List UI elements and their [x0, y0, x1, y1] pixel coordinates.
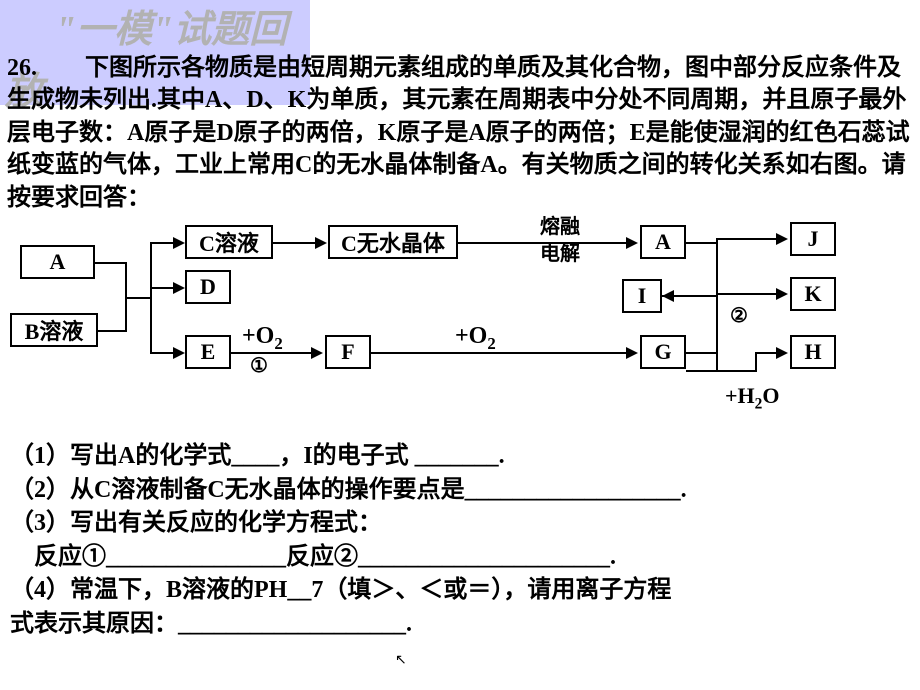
arrow — [173, 237, 185, 249]
label-O2-1: +O2 — [242, 323, 283, 354]
arrow — [626, 347, 638, 359]
box-A-left: A — [20, 245, 95, 279]
line — [273, 242, 317, 244]
label-H2O: +H2O — [725, 383, 779, 413]
line — [686, 242, 716, 244]
problem-text: 26. 下图所示各物质是由短周期元素组成的单质及其化合物，图中部分反应条件及生成… — [7, 52, 910, 214]
arrow — [315, 237, 327, 249]
line — [716, 238, 718, 296]
box-E: E — [185, 335, 231, 369]
line — [755, 352, 757, 372]
problem-number: 26. — [7, 55, 37, 81]
arrow — [776, 347, 788, 359]
box-F: F — [325, 335, 371, 369]
box-H: H — [790, 335, 836, 369]
arrow — [662, 290, 674, 302]
line — [150, 352, 175, 354]
box-D: D — [185, 270, 231, 304]
question-2: （2）从C溶液制备C无水晶体的操作要点是__________________. — [10, 474, 910, 508]
line — [716, 370, 756, 372]
question-1: （1）写出A的化学式____，I的电子式 _______. — [10, 440, 910, 474]
cursor-icon: ↖ — [395, 652, 407, 669]
box-A-right: A — [640, 225, 686, 259]
problem-body: 下图所示各物质是由短周期元素组成的单质及其化合物，图中部分反应条件及生成物未列出… — [7, 55, 910, 211]
reaction-diagram: A B溶液 C溶液 D E C无水晶体 F A I G J K H 熔融 电解 … — [10, 215, 910, 435]
circle-2: ② — [730, 303, 748, 328]
arrow — [776, 233, 788, 245]
arrow — [626, 237, 638, 249]
line — [716, 295, 718, 372]
box-K: K — [790, 277, 836, 311]
question-4b: 式表示其原因：___________________. — [10, 608, 910, 642]
line — [95, 262, 125, 264]
line — [150, 242, 152, 354]
header-title-1: "一模"试题回 — [55, 8, 287, 54]
line — [150, 287, 175, 289]
line — [371, 352, 628, 354]
question-3b: 反应①_______________反应②___________________… — [10, 541, 910, 575]
line — [150, 242, 175, 244]
line — [686, 352, 716, 354]
line — [686, 370, 716, 372]
box-C-solution: C溶液 — [185, 225, 273, 259]
arrow — [173, 347, 185, 359]
circle-1: ① — [250, 353, 268, 378]
label-melt: 熔融 — [540, 210, 580, 239]
box-I: I — [622, 279, 662, 313]
arrow — [776, 288, 788, 300]
label-O2-2: +O2 — [455, 323, 496, 354]
line — [716, 293, 778, 295]
questions-block: （1）写出A的化学式____，I的电子式 _______. （2）从C溶液制备C… — [10, 440, 910, 642]
box-G: G — [640, 335, 686, 369]
line — [231, 352, 313, 354]
question-3: （3）写出有关反应的化学方程式： — [10, 507, 910, 541]
line — [716, 238, 778, 240]
line — [98, 330, 125, 332]
arrow — [311, 347, 323, 359]
line — [125, 297, 150, 299]
line — [458, 242, 628, 244]
arrow — [173, 282, 185, 294]
box-C-crystal: C无水晶体 — [328, 225, 458, 259]
question-4: （4）常温下，B溶液的PH__7（填＞、＜或＝），请用离子方程 — [10, 574, 910, 608]
box-J: J — [790, 222, 836, 256]
box-B-solution: B溶液 — [10, 313, 98, 347]
